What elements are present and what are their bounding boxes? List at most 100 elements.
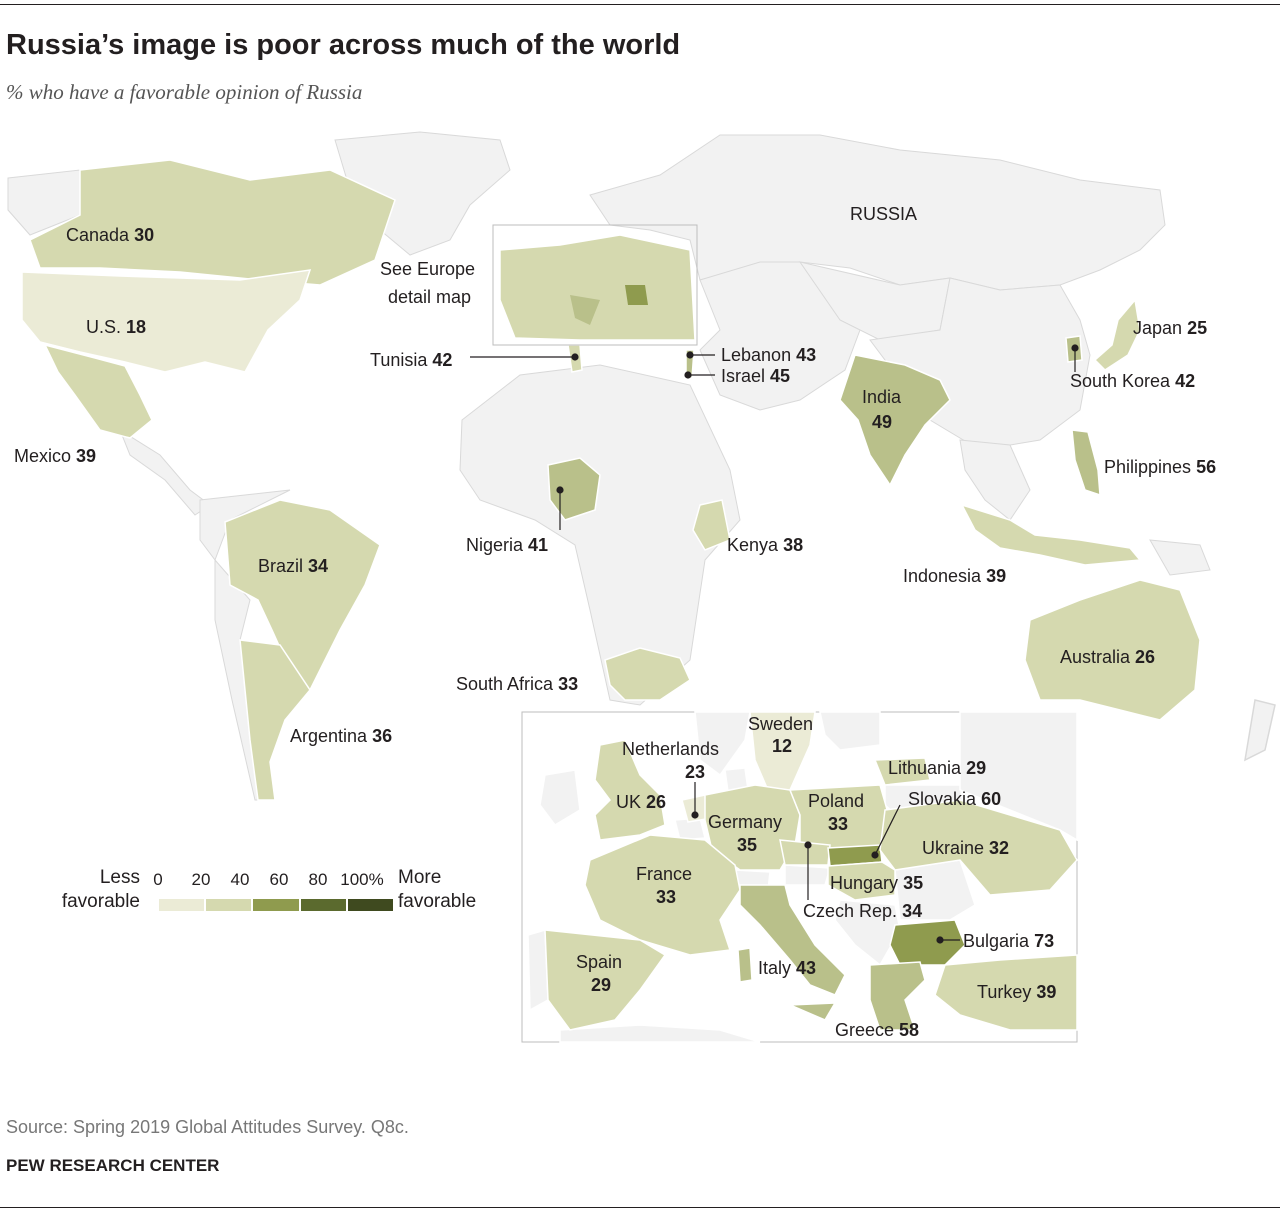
label-germany-value: 35 xyxy=(737,835,757,855)
label-russia: RUSSIA xyxy=(850,204,917,224)
land-south-america-north xyxy=(199,489,291,562)
label-lithuania: Lithuania 29 xyxy=(888,758,986,778)
label-tunisia: Tunisia 42 xyxy=(370,350,452,370)
inset-sicily xyxy=(789,1002,837,1021)
land-alaska xyxy=(7,169,81,236)
chart-title: Russia’s image is poor across much of th… xyxy=(6,29,681,61)
legend-more-line1: More xyxy=(398,867,442,888)
legend-less: Less favorable xyxy=(40,866,140,914)
label-italy: Italy 43 xyxy=(758,958,816,978)
country-usa xyxy=(21,269,312,373)
label-israel: Israel 45 xyxy=(721,366,790,386)
label-india-value: 49 xyxy=(872,412,892,432)
legend-tick: 100% xyxy=(340,870,384,889)
label-greece: Greece 58 xyxy=(835,1020,919,1040)
legend-swatch-0-20 xyxy=(158,898,206,912)
credit: PEW RESEARCH CENTER xyxy=(6,1156,220,1175)
inset-sardinia xyxy=(737,947,753,983)
label-france-name: France xyxy=(636,864,692,884)
label-hungary: Hungary 35 xyxy=(830,873,923,893)
label-poland-name: Poland xyxy=(808,791,864,811)
legend-swatch-60-80 xyxy=(299,898,347,912)
label-bulgaria: Bulgaria 73 xyxy=(963,931,1054,951)
label-sweden-value: 12 xyxy=(772,736,792,756)
country-australia xyxy=(1024,579,1201,721)
label-south-africa: South Africa 33 xyxy=(456,674,578,694)
country-new-zealand xyxy=(1244,699,1276,762)
label-ukraine: Ukraine 32 xyxy=(922,838,1009,858)
inset-lithuania xyxy=(873,757,931,786)
inset-greece xyxy=(869,961,926,1031)
label-germany-name: Germany xyxy=(708,812,782,832)
inset-hungary xyxy=(827,861,896,901)
label-canada: Canada 30 xyxy=(66,225,154,245)
top-rule xyxy=(0,4,1280,5)
land-central-america xyxy=(118,428,211,516)
country-india xyxy=(839,354,951,487)
legend-more: More favorable xyxy=(398,866,476,914)
country-kenya xyxy=(692,499,731,551)
inset-norway xyxy=(694,711,751,777)
inset-north-africa xyxy=(559,1024,761,1043)
inset-italy xyxy=(739,884,846,996)
label-netherlands-value: 23 xyxy=(685,762,705,782)
label-australia: Australia 26 xyxy=(1060,647,1155,667)
world-leaders xyxy=(470,344,1079,530)
label-poland-value: 33 xyxy=(828,814,848,834)
country-mexico xyxy=(43,343,153,439)
land-middle-east xyxy=(699,261,861,411)
label-spain-value: 29 xyxy=(591,975,611,995)
country-philippines xyxy=(1071,429,1101,497)
country-canada xyxy=(29,159,396,286)
label-south-korea: South Korea 42 xyxy=(1070,371,1195,391)
label-us: U.S. 18 xyxy=(86,317,146,337)
label-turkey: Turkey 39 xyxy=(977,982,1056,1002)
label-france-value: 33 xyxy=(656,887,676,907)
inset-turkey xyxy=(934,954,1078,1031)
label-india-name: India xyxy=(862,387,902,407)
country-brazil xyxy=(224,499,381,692)
label-brazil: Brazil 34 xyxy=(258,556,328,576)
label-spain-name: Spain xyxy=(576,952,622,972)
legend-tick: 80 xyxy=(308,870,328,889)
label-japan: Japan 25 xyxy=(1133,318,1207,338)
legend-tick: 60 xyxy=(269,870,289,889)
inset-spain xyxy=(544,929,667,1031)
label-nigeria: Nigeria 41 xyxy=(466,535,548,555)
label-uk: UK 26 xyxy=(616,792,666,812)
europe-inset xyxy=(521,711,1078,1043)
world-map: RUSSIA See Europe detail map Canada 30 U… xyxy=(7,131,1276,1043)
label-slovakia: Slovakia 60 xyxy=(908,789,1001,809)
label-argentina: Argentina 36 xyxy=(290,726,392,746)
legend-tick: 40 xyxy=(230,870,250,889)
label-mexico: Mexico 39 xyxy=(14,446,96,466)
label-see-europe-1: See Europe xyxy=(380,259,475,279)
label-see-europe-2: detail map xyxy=(388,287,471,307)
country-nigeria xyxy=(547,457,601,521)
inset-leaders xyxy=(691,782,960,944)
inset-ukraine xyxy=(879,799,1078,896)
chart-subtitle: % who have a favorable opinion of Russia xyxy=(6,80,363,104)
legend-tick: 0 xyxy=(153,870,163,889)
inset-ireland xyxy=(539,769,581,826)
legend-swatch-80-100 xyxy=(346,898,395,912)
label-indonesia: Indonesia 39 xyxy=(903,566,1006,586)
label-sweden-name: Sweden xyxy=(748,714,813,734)
country-indonesia xyxy=(960,503,1142,566)
land-papua xyxy=(1149,539,1211,576)
inset-czech xyxy=(779,839,831,866)
surveyed-countries xyxy=(21,159,1276,801)
label-philippines: Philippines 56 xyxy=(1104,457,1216,477)
bottom-rule xyxy=(0,1207,1280,1208)
legend: Less favorable 0 20 40 60 80 100% More f… xyxy=(40,866,500,926)
legend-less-line2: favorable xyxy=(61,891,140,912)
country-japan xyxy=(1093,298,1141,371)
inset-uk xyxy=(594,739,666,841)
label-kenya: Kenya 38 xyxy=(727,535,803,555)
inset-russia-west xyxy=(959,711,1078,842)
label-czech: Czech Rep. 34 xyxy=(803,901,922,921)
label-lebanon: Lebanon 43 xyxy=(721,345,816,365)
legend-more-line2: favorable xyxy=(398,891,477,912)
land-unsurveyed xyxy=(7,131,1211,801)
legend-swatch-40-60 xyxy=(252,898,300,912)
